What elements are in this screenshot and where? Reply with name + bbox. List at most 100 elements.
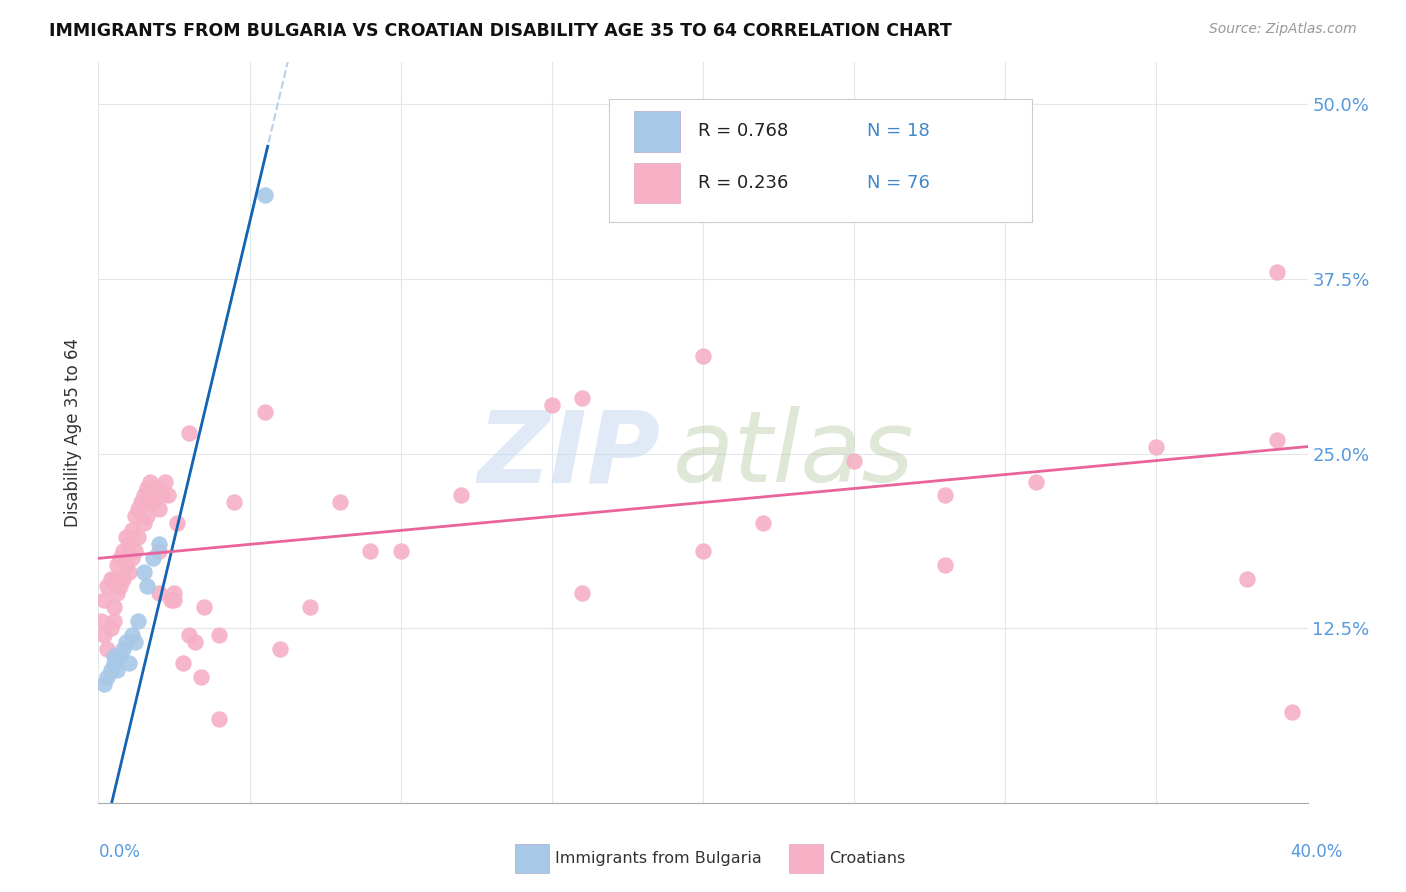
Point (108, 579, 131, 593)
Point (103, 614, 125, 628)
Point (166, 516, 188, 531)
Point (1281, 705, 1303, 719)
Text: N = 76: N = 76 (868, 174, 931, 192)
Point (103, 649, 125, 664)
Point (752, 516, 775, 531)
Point (156, 488, 179, 502)
Point (844, 453, 866, 467)
Point (111, 642, 134, 657)
Point (135, 509, 157, 524)
Point (150, 488, 173, 502)
Point (114, 558, 136, 573)
Text: Croatians: Croatians (830, 851, 905, 865)
Point (571, 586, 593, 600)
Point (692, 544, 714, 558)
Point (148, 537, 170, 551)
Point (114, 530, 136, 544)
Text: 40.0%: 40.0% (1291, 843, 1343, 861)
Point (299, 600, 322, 615)
Text: N = 18: N = 18 (868, 122, 931, 140)
Point (934, 558, 956, 573)
Point (1144, 440, 1167, 454)
Point (208, 712, 231, 726)
FancyBboxPatch shape (609, 99, 1032, 221)
Point (139, 475, 162, 489)
Point (121, 628, 143, 642)
Point (96, 670, 118, 684)
Point (121, 551, 143, 566)
Point (124, 509, 146, 524)
Point (142, 551, 165, 566)
Point (118, 656, 141, 670)
Point (105, 663, 128, 677)
Point (571, 391, 593, 405)
FancyBboxPatch shape (634, 111, 681, 152)
Point (108, 551, 131, 566)
Point (129, 495, 152, 509)
Text: 0.0%: 0.0% (98, 843, 141, 861)
Point (148, 544, 170, 558)
Point (114, 635, 136, 649)
Point (329, 495, 352, 509)
Text: atlas: atlas (672, 407, 914, 503)
Point (127, 530, 149, 544)
Point (132, 566, 155, 580)
Point (100, 621, 122, 635)
Point (692, 349, 714, 363)
Point (153, 475, 176, 489)
Point (1267, 433, 1289, 447)
Point (100, 572, 122, 586)
Point (360, 544, 382, 558)
Point (190, 670, 212, 684)
Point (450, 488, 472, 502)
Point (105, 558, 128, 573)
Point (103, 600, 125, 615)
Point (208, 628, 231, 642)
Point (193, 600, 215, 615)
Point (124, 544, 146, 558)
Point (179, 425, 201, 440)
Point (253, 405, 276, 419)
Point (139, 495, 162, 509)
Point (163, 593, 186, 607)
Point (118, 566, 141, 580)
Point (145, 482, 167, 496)
Text: Source: ZipAtlas.com: Source: ZipAtlas.com (1209, 22, 1357, 37)
Text: Immigrants from Bulgaria: Immigrants from Bulgaria (555, 851, 762, 865)
Point (148, 586, 170, 600)
Point (93, 628, 115, 642)
Point (179, 628, 201, 642)
Point (269, 642, 291, 657)
Text: R = 0.236: R = 0.236 (699, 174, 789, 192)
Point (132, 488, 155, 502)
Point (132, 516, 155, 531)
Point (172, 656, 194, 670)
Point (1236, 572, 1258, 586)
Point (121, 524, 143, 538)
Point (105, 586, 128, 600)
Point (108, 649, 131, 664)
Point (135, 579, 157, 593)
Point (111, 572, 134, 586)
Point (103, 656, 125, 670)
Point (160, 593, 183, 607)
Point (135, 482, 157, 496)
Point (103, 572, 125, 586)
FancyBboxPatch shape (634, 162, 681, 203)
Y-axis label: Disability Age 35 to 64: Disability Age 35 to 64 (65, 338, 83, 527)
Point (124, 635, 146, 649)
Point (934, 488, 956, 502)
Point (184, 635, 207, 649)
Point (163, 586, 186, 600)
Point (90, 614, 112, 628)
Text: IMMIGRANTS FROM BULGARIA VS CROATIAN DISABILITY AGE 35 TO 64 CORRELATION CHART: IMMIGRANTS FROM BULGARIA VS CROATIAN DIS… (49, 22, 952, 40)
Point (96, 579, 118, 593)
Point (100, 663, 122, 677)
Point (118, 537, 141, 551)
Text: R = 0.768: R = 0.768 (699, 122, 789, 140)
Point (96, 642, 118, 657)
Point (253, 188, 276, 202)
Point (224, 495, 246, 509)
Point (142, 495, 165, 509)
Point (1267, 265, 1289, 279)
